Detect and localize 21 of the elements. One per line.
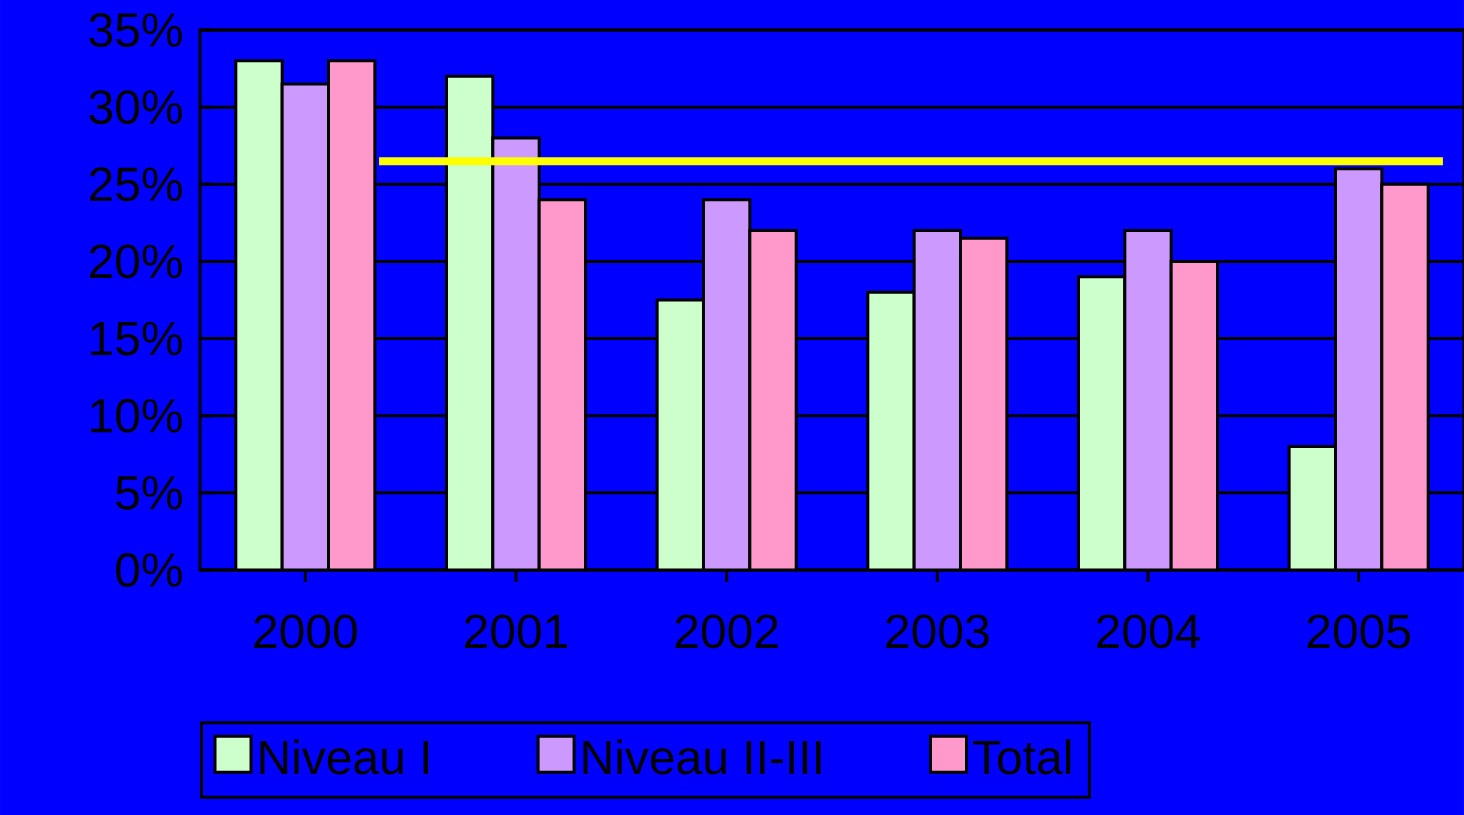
- legend-label: Niveau I: [260, 739, 429, 775]
- x-tick-label: 2001: [465, 614, 568, 649]
- bar: [1123, 229, 1173, 570]
- legend-label: Niveau II-III: [583, 739, 821, 775]
- legend-label: Total: [973, 739, 1071, 775]
- y-tick-label: 20%: [89, 244, 182, 279]
- x-tick-label: 2004: [1097, 614, 1200, 649]
- y-tick-label: 0%: [116, 553, 182, 587]
- bar: [234, 59, 284, 570]
- y-tick-label: 5%: [116, 475, 182, 510]
- x-tick-label: 2002: [675, 614, 778, 649]
- x-tick-label: 2005: [1307, 614, 1411, 649]
- x-tick-label: 2003: [886, 614, 989, 649]
- bar: [748, 229, 798, 570]
- bar: [491, 136, 541, 570]
- x-tick-label: 2000: [254, 614, 357, 649]
- y-tick-label: 30%: [89, 90, 182, 125]
- y-tick-label: 15%: [91, 321, 182, 356]
- y-tick-label: 35%: [89, 13, 182, 47]
- y-tick-label: 10%: [91, 398, 182, 433]
- y-tick-label: 25%: [89, 167, 182, 202]
